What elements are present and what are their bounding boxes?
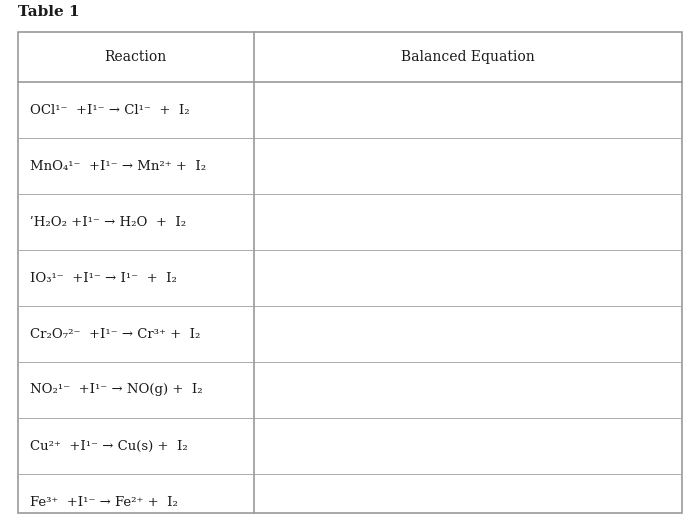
Text: Cu²⁺  +I¹⁻ → Cu(s) +  I₂: Cu²⁺ +I¹⁻ → Cu(s) + I₂ xyxy=(30,440,188,453)
Text: Table 1: Table 1 xyxy=(18,5,80,19)
Text: IO₃¹⁻  +I¹⁻ → I¹⁻  +  I₂: IO₃¹⁻ +I¹⁻ → I¹⁻ + I₂ xyxy=(30,271,177,284)
Text: OCl¹⁻  +I¹⁻ → Cl¹⁻  +  I₂: OCl¹⁻ +I¹⁻ → Cl¹⁻ + I₂ xyxy=(30,104,190,117)
Text: MnO₄¹⁻  +I¹⁻ → Mn²⁺ +  I₂: MnO₄¹⁻ +I¹⁻ → Mn²⁺ + I₂ xyxy=(30,159,206,172)
Text: Fe³⁺  +I¹⁻ → Fe²⁺ +  I₂: Fe³⁺ +I¹⁻ → Fe²⁺ + I₂ xyxy=(30,495,178,508)
Text: NO₂¹⁻  +I¹⁻ → NO(g) +  I₂: NO₂¹⁻ +I¹⁻ → NO(g) + I₂ xyxy=(30,383,202,396)
Text: ʹH₂O₂ +I¹⁻ → H₂O  +  I₂: ʹH₂O₂ +I¹⁻ → H₂O + I₂ xyxy=(30,216,186,229)
Text: Balanced Equation: Balanced Equation xyxy=(401,50,535,64)
Text: Reaction: Reaction xyxy=(105,50,167,64)
Text: Cr₂O₇²⁻  +I¹⁻ → Cr³⁺ +  I₂: Cr₂O₇²⁻ +I¹⁻ → Cr³⁺ + I₂ xyxy=(30,328,200,341)
